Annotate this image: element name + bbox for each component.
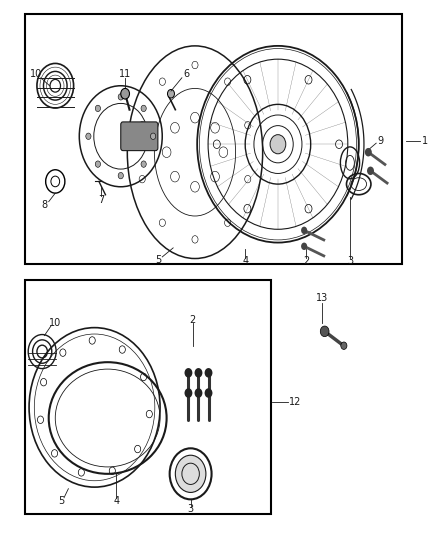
Circle shape: [141, 161, 146, 167]
Circle shape: [118, 173, 124, 179]
Text: 10: 10: [49, 318, 61, 328]
Text: 11: 11: [119, 69, 131, 79]
Circle shape: [86, 133, 91, 140]
Circle shape: [365, 148, 372, 157]
Text: 1: 1: [422, 135, 428, 146]
Text: 5: 5: [155, 255, 161, 265]
Circle shape: [141, 105, 146, 111]
Circle shape: [95, 161, 100, 167]
Text: 2: 2: [190, 314, 196, 325]
Circle shape: [118, 94, 124, 100]
Circle shape: [341, 342, 347, 350]
Text: 12: 12: [289, 397, 302, 407]
Text: 5: 5: [58, 496, 64, 506]
Circle shape: [184, 368, 192, 377]
Text: 3: 3: [347, 256, 353, 266]
Text: 4: 4: [113, 496, 120, 506]
Text: 4: 4: [242, 256, 248, 266]
Circle shape: [367, 166, 374, 175]
Bar: [25, 280, 272, 514]
FancyBboxPatch shape: [121, 122, 158, 151]
Text: 6: 6: [183, 69, 189, 79]
Ellipse shape: [270, 135, 286, 154]
Circle shape: [121, 88, 130, 99]
Text: 7: 7: [98, 195, 104, 205]
Text: 10: 10: [29, 69, 42, 79]
Circle shape: [301, 243, 307, 250]
Text: 3: 3: [187, 504, 194, 514]
Circle shape: [205, 368, 212, 377]
Circle shape: [151, 133, 156, 140]
Circle shape: [205, 388, 212, 398]
Text: 13: 13: [315, 293, 328, 303]
Circle shape: [320, 326, 329, 337]
Text: 8: 8: [41, 200, 47, 211]
Circle shape: [194, 388, 202, 398]
Circle shape: [167, 90, 174, 98]
Text: 2: 2: [303, 256, 310, 266]
Circle shape: [194, 368, 202, 377]
Ellipse shape: [175, 455, 206, 492]
Text: 9: 9: [378, 135, 384, 146]
Circle shape: [184, 388, 192, 398]
Circle shape: [301, 227, 307, 234]
Circle shape: [95, 105, 100, 111]
Bar: [25, 14, 403, 264]
